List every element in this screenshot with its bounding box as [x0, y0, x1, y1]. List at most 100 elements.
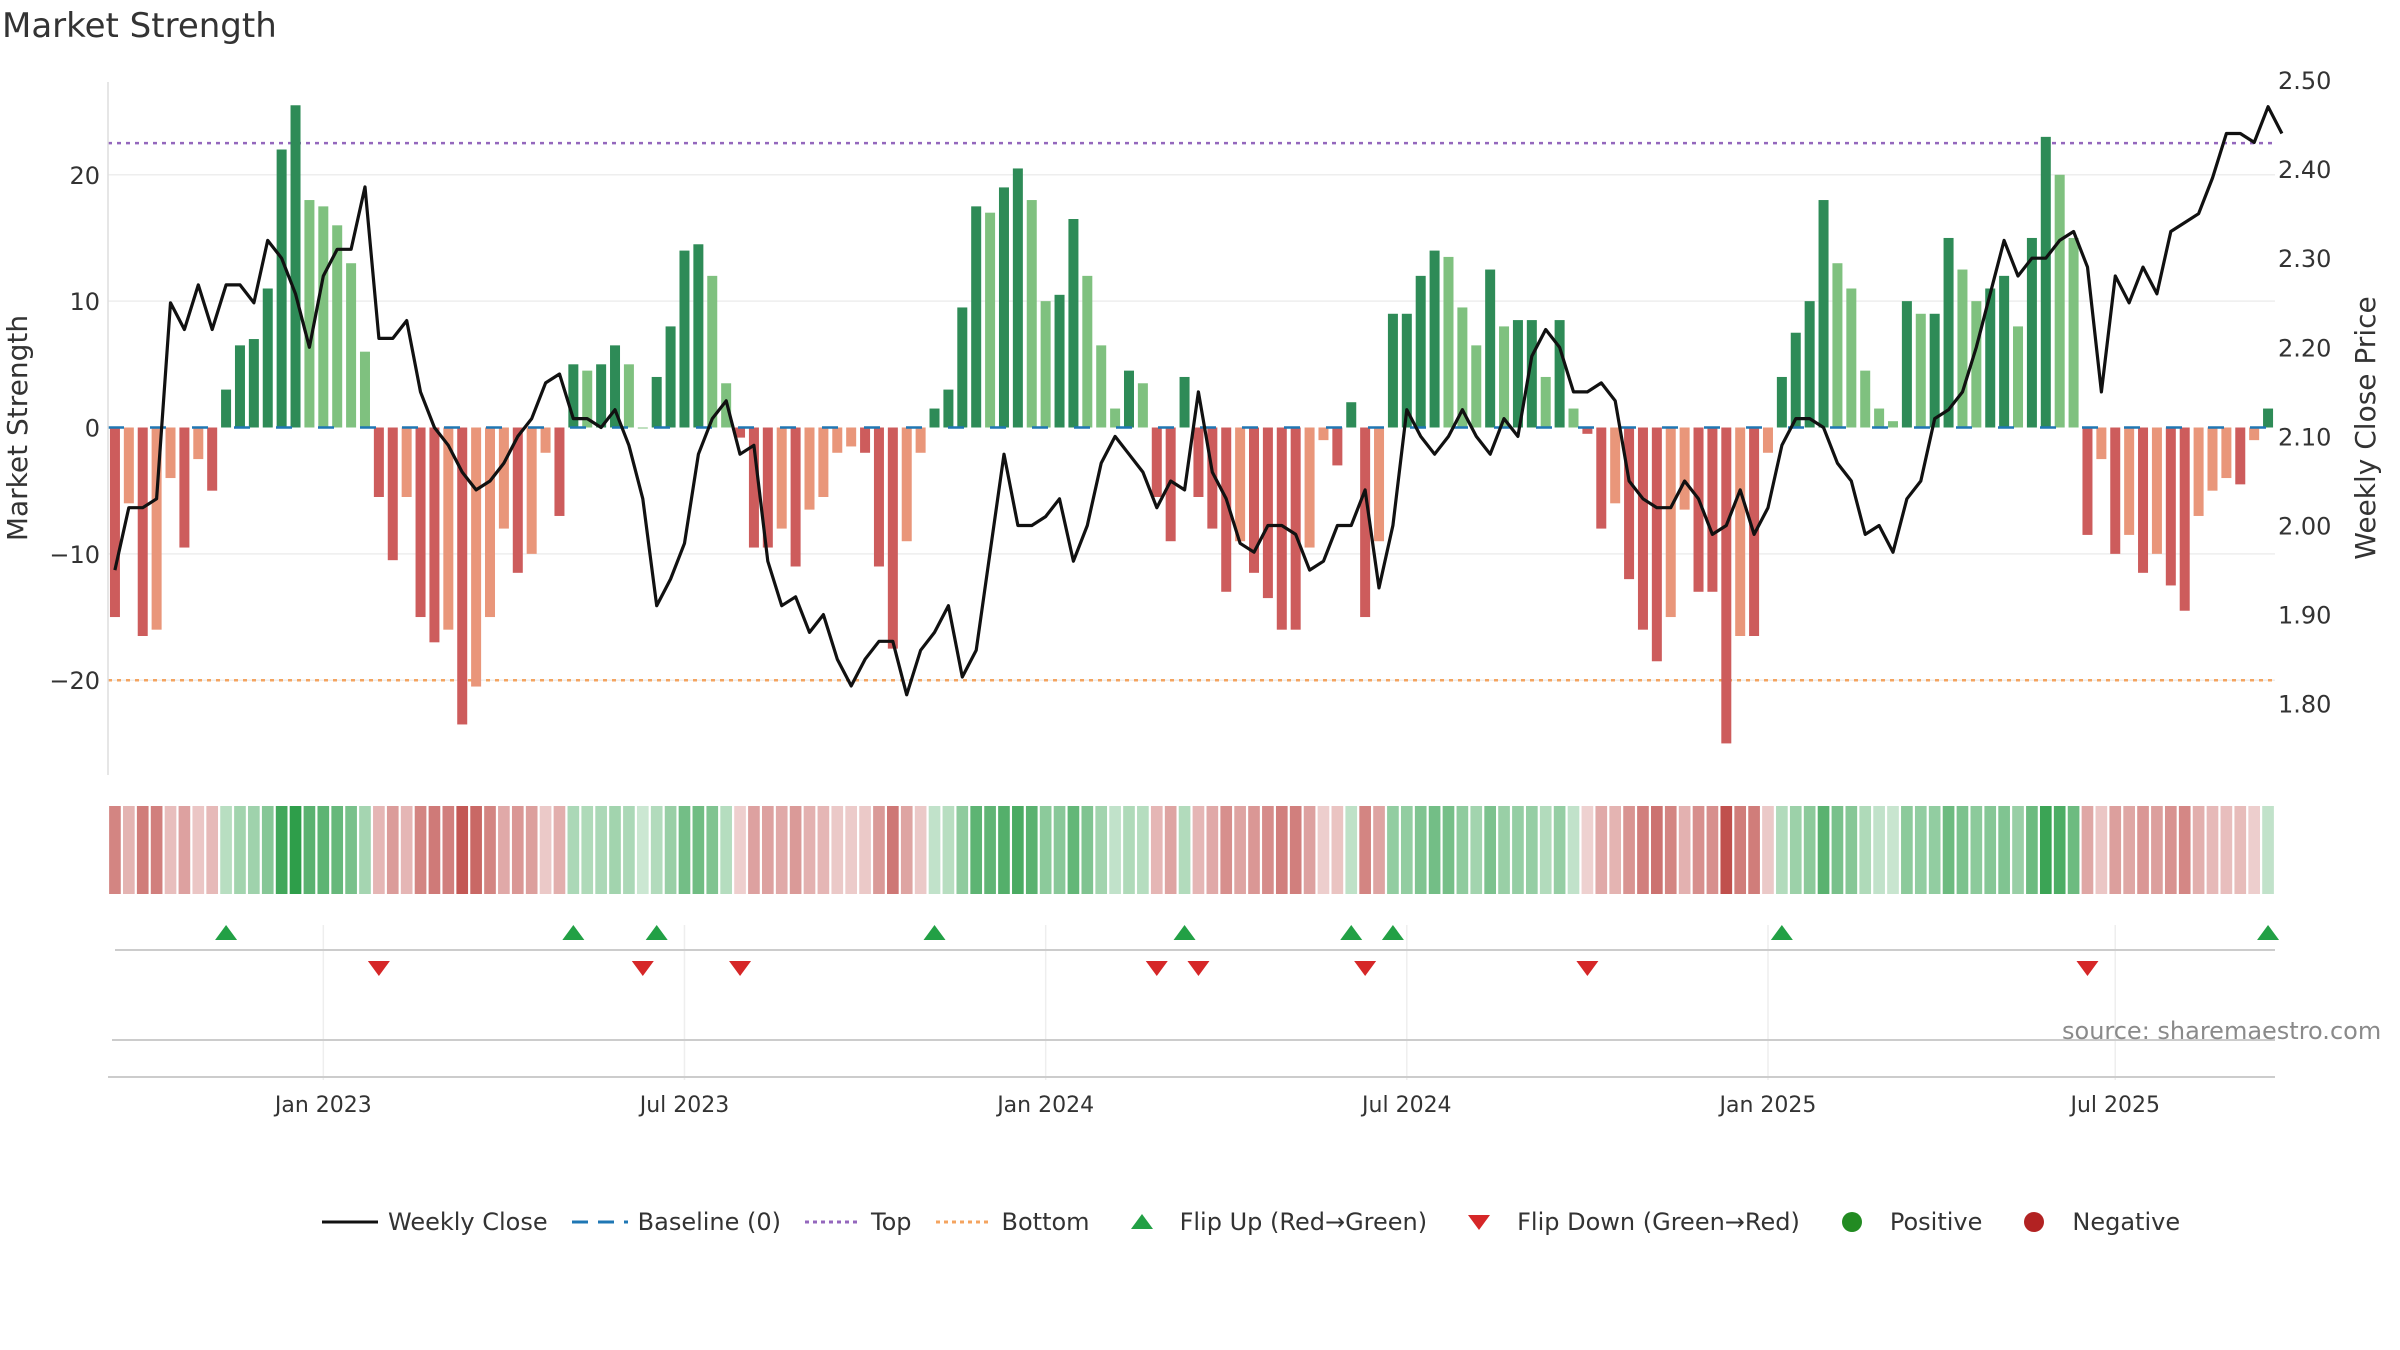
strength-bar: [1610, 427, 1621, 504]
strength-bar: [1596, 427, 1607, 529]
strength-strip-cell: [775, 806, 788, 894]
strength-bar: [123, 427, 134, 504]
strength-bar: [2179, 427, 2190, 611]
strength-bar: [1721, 427, 1732, 744]
strength-bar: [276, 149, 287, 428]
strength-bar: [1457, 307, 1468, 428]
strength-bar: [1540, 376, 1551, 428]
legend-label: Top: [871, 1208, 912, 1236]
strength-bar: [582, 370, 593, 428]
y2-tick-label: 2.10: [2278, 423, 2331, 451]
strength-bar: [901, 427, 912, 542]
strength-strip-cell: [678, 806, 691, 894]
legend-symbol-graphic: [1841, 1212, 1862, 1232]
strength-bar: [346, 263, 357, 428]
strength-strip-cell: [2012, 806, 2024, 894]
flip-down-marker: [1354, 961, 1377, 976]
strength-bar: [971, 206, 982, 428]
legend-symbol-circle-green: [1822, 1208, 1882, 1236]
strength-strip-cell: [220, 806, 232, 894]
strength-bar: [1818, 200, 1829, 428]
strength-strip-cell: [1248, 806, 1260, 894]
strength-bar: [1387, 313, 1398, 428]
strength-bar: [623, 364, 634, 428]
strength-bar: [1110, 408, 1121, 428]
strength-bar: [318, 206, 329, 428]
strength-bar: [1693, 427, 1704, 592]
strength-bar: [2249, 427, 2260, 441]
strength-strip-cell: [511, 806, 524, 894]
strength-strip-cell: [400, 806, 413, 894]
flip-up-marker: [1173, 925, 1196, 940]
strength-strip-cell: [1053, 806, 1066, 894]
strength-strip-cell: [109, 806, 121, 894]
legend-symbol-dot-orange: [934, 1208, 994, 1236]
strength-bar: [1985, 288, 1996, 428]
strength-bar: [832, 427, 843, 453]
strength-bar: [262, 288, 273, 428]
strength-strip-cell: [1970, 806, 1983, 894]
strength-strip-cell: [1873, 806, 1885, 894]
strength-bar: [2013, 326, 2024, 428]
strength-strip-cell: [1928, 806, 1941, 894]
y2-axis-label: Weekly Close Price: [2349, 296, 2382, 559]
strength-strip-cell: [914, 806, 927, 894]
strength-strip-cell: [1651, 806, 1663, 894]
strength-bar: [137, 427, 148, 636]
strength-strip-cell: [1012, 806, 1024, 894]
strength-strip-cell: [1831, 806, 1844, 894]
strength-strip-cell: [831, 806, 844, 894]
legend-symbol-tri-down: [1449, 1208, 1509, 1236]
strength-strip-cell: [2067, 806, 2080, 894]
legend-item: Flip Down (Green→Red): [1449, 1208, 1800, 1236]
y-tick-label: −10: [49, 541, 100, 569]
strength-strip-cell: [1414, 806, 1427, 894]
y-tick-label: 0: [85, 415, 100, 443]
strength-bar: [1249, 427, 1260, 573]
strength-strip-cell: [1067, 806, 1080, 894]
strength-strip-cell: [1150, 806, 1163, 894]
strength-strip-cell: [2053, 806, 2066, 894]
strength-strip-cell: [1109, 806, 1121, 894]
strength-strip-cell: [1692, 806, 1705, 894]
strength-strip-cell: [1609, 806, 1622, 894]
strength-bar: [443, 427, 454, 630]
strength-strip-cell: [192, 806, 205, 894]
axes: 20 10 0 −10 −20 Market Strength 2.50 2.40 2.30 2.…: [1, 67, 2382, 775]
strength-bar: [457, 427, 468, 725]
strength-strip-cell: [2151, 806, 2163, 894]
strength-bar: [679, 250, 690, 428]
strength-strip-cell: [1901, 806, 1913, 894]
strength-strip-cell: [1039, 806, 1052, 894]
x-tick-label: Jul 2024: [1360, 1093, 1452, 1118]
strength-strip-cell: [553, 806, 566, 894]
strength-bar: [985, 212, 996, 428]
strength-bar: [1068, 219, 1079, 428]
strength-bar: [1624, 427, 1635, 580]
strength-strip-cell: [859, 806, 871, 894]
strength-strip-cell: [1192, 806, 1205, 894]
strength-strip-cell: [970, 806, 983, 894]
strength-strip-cell: [386, 806, 399, 894]
y-tick-label: −20: [49, 667, 100, 695]
strength-strip-cell: [1998, 806, 2010, 894]
strength-bar: [109, 427, 120, 618]
strength-strip-cell: [1095, 806, 1108, 894]
strength-strip-cell: [525, 806, 538, 894]
strength-strip-cell: [1762, 806, 1774, 894]
strength-strip-cell: [1956, 806, 1969, 894]
x-tick-label: Jan 2024: [995, 1093, 1094, 1118]
strength-strip-cell: [623, 806, 635, 894]
strength-bar: [512, 427, 523, 573]
strength-strip-cell: [1275, 806, 1288, 894]
strength-strip-cell: [1567, 806, 1580, 894]
strength-bar: [1651, 427, 1662, 662]
strength-bar: [1179, 376, 1190, 428]
strength-bar: [1512, 320, 1523, 428]
strength-strip-cell: [2164, 806, 2177, 894]
strength-strip-cell: [1984, 806, 1997, 894]
strength-strip-cell: [845, 806, 858, 894]
flip-up-marker: [1340, 925, 1363, 940]
legend-item: Flip Up (Red→Green): [1112, 1208, 1427, 1236]
strength-bar: [776, 427, 787, 529]
